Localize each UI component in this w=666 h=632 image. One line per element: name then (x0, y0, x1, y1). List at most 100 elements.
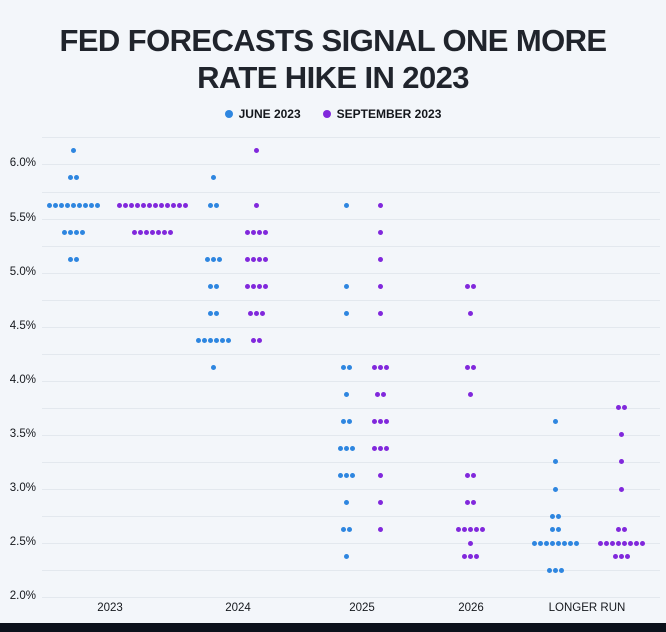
y-tick-label: 5.5% (9, 211, 36, 224)
dot-june (549, 513, 555, 519)
dot-june (216, 256, 222, 262)
gridline (42, 137, 660, 139)
dot-june (213, 283, 219, 289)
dot-september (262, 256, 268, 262)
dot-june (567, 540, 573, 546)
dot-june (210, 256, 216, 262)
dot-september (624, 554, 630, 560)
dot-september (253, 202, 259, 208)
dot-september (621, 405, 627, 411)
dot-september (633, 540, 639, 546)
y-tick-label: 3.0% (9, 482, 36, 494)
dot-september (597, 540, 603, 546)
y-tick-label: 2.0% (9, 590, 36, 603)
gridline (42, 218, 660, 220)
x-category-label: 2024 (225, 602, 251, 614)
dot-september (374, 391, 380, 397)
x-category-label: 2025 (349, 602, 375, 614)
dot-september (253, 148, 259, 154)
gridline (42, 570, 660, 572)
dot-june (340, 527, 346, 533)
dot-september (377, 256, 383, 262)
dot-september (383, 418, 389, 424)
dot-september (377, 418, 383, 424)
dot-september (377, 473, 383, 478)
dot-september (639, 540, 645, 546)
dot-june (52, 202, 58, 208)
dot-june (552, 418, 558, 424)
dot-june (219, 337, 225, 343)
dot-september (377, 445, 383, 451)
dot-september (377, 364, 383, 370)
dot-june (343, 283, 349, 289)
dot-september (603, 540, 609, 546)
dot-september (167, 229, 173, 235)
dot-september (377, 229, 383, 235)
dot-june (70, 202, 76, 208)
dot-june (573, 540, 579, 546)
dot-september (377, 283, 383, 289)
dot-june (349, 445, 355, 451)
dot-september (464, 364, 470, 370)
dot-june (73, 256, 79, 262)
y-tick-label: 4.0% (9, 373, 36, 386)
dot-june (340, 418, 346, 424)
dot-september (479, 527, 485, 533)
legend-item-september: SEPTEMBER 2023 (322, 107, 442, 121)
gridline (42, 516, 660, 518)
dot-september (618, 554, 624, 560)
gridline (42, 543, 660, 545)
dot-september (615, 527, 621, 533)
dot-september (259, 310, 265, 316)
dot-june (346, 418, 352, 424)
dot-june (210, 175, 216, 181)
dot-june (207, 310, 213, 316)
dot-june (67, 229, 73, 235)
dot-september (618, 459, 624, 465)
dot-june (207, 337, 213, 343)
dot-september (256, 229, 262, 235)
dot-september (250, 337, 256, 343)
dot-june (552, 567, 558, 573)
dot-september (146, 202, 152, 208)
dot-september (621, 527, 627, 533)
dot-june (337, 445, 343, 451)
gridline (42, 461, 660, 463)
chart-title-line2: RATE HIKE IN 2023 (197, 60, 469, 95)
dot-september (612, 554, 618, 560)
dot-september (116, 202, 122, 208)
dot-june (70, 148, 76, 154)
dot-september (143, 229, 149, 235)
dot-september (377, 310, 383, 316)
dot-june (531, 540, 537, 546)
legend-label-june: JUNE 2023 (238, 107, 301, 121)
gridline (42, 326, 660, 328)
dot-june (343, 445, 349, 451)
dot-september (152, 202, 158, 208)
dot-june (555, 513, 561, 519)
dot-june (82, 202, 88, 208)
y-tick-label: 6.0% (9, 157, 36, 170)
dot-june (343, 391, 349, 397)
dot-september (467, 554, 473, 560)
gridline (42, 407, 660, 409)
dot-september (615, 540, 621, 546)
dot-september (256, 256, 262, 262)
dot-september (473, 527, 479, 533)
dot-june (213, 202, 219, 208)
dot-september (455, 527, 461, 533)
dot-september (621, 540, 627, 546)
dot-june (195, 337, 201, 343)
dot-june (210, 364, 216, 370)
dot-september (467, 391, 473, 397)
dot-june (46, 202, 52, 208)
y-tick-label: 3.5% (9, 427, 36, 440)
dot-september (131, 229, 137, 235)
dot-september (464, 283, 470, 289)
dot-september (247, 310, 253, 316)
gridline (42, 380, 660, 382)
dot-september (244, 283, 250, 289)
legend-label-september: SEPTEMBER 2023 (336, 107, 442, 121)
dot-june (73, 175, 79, 181)
